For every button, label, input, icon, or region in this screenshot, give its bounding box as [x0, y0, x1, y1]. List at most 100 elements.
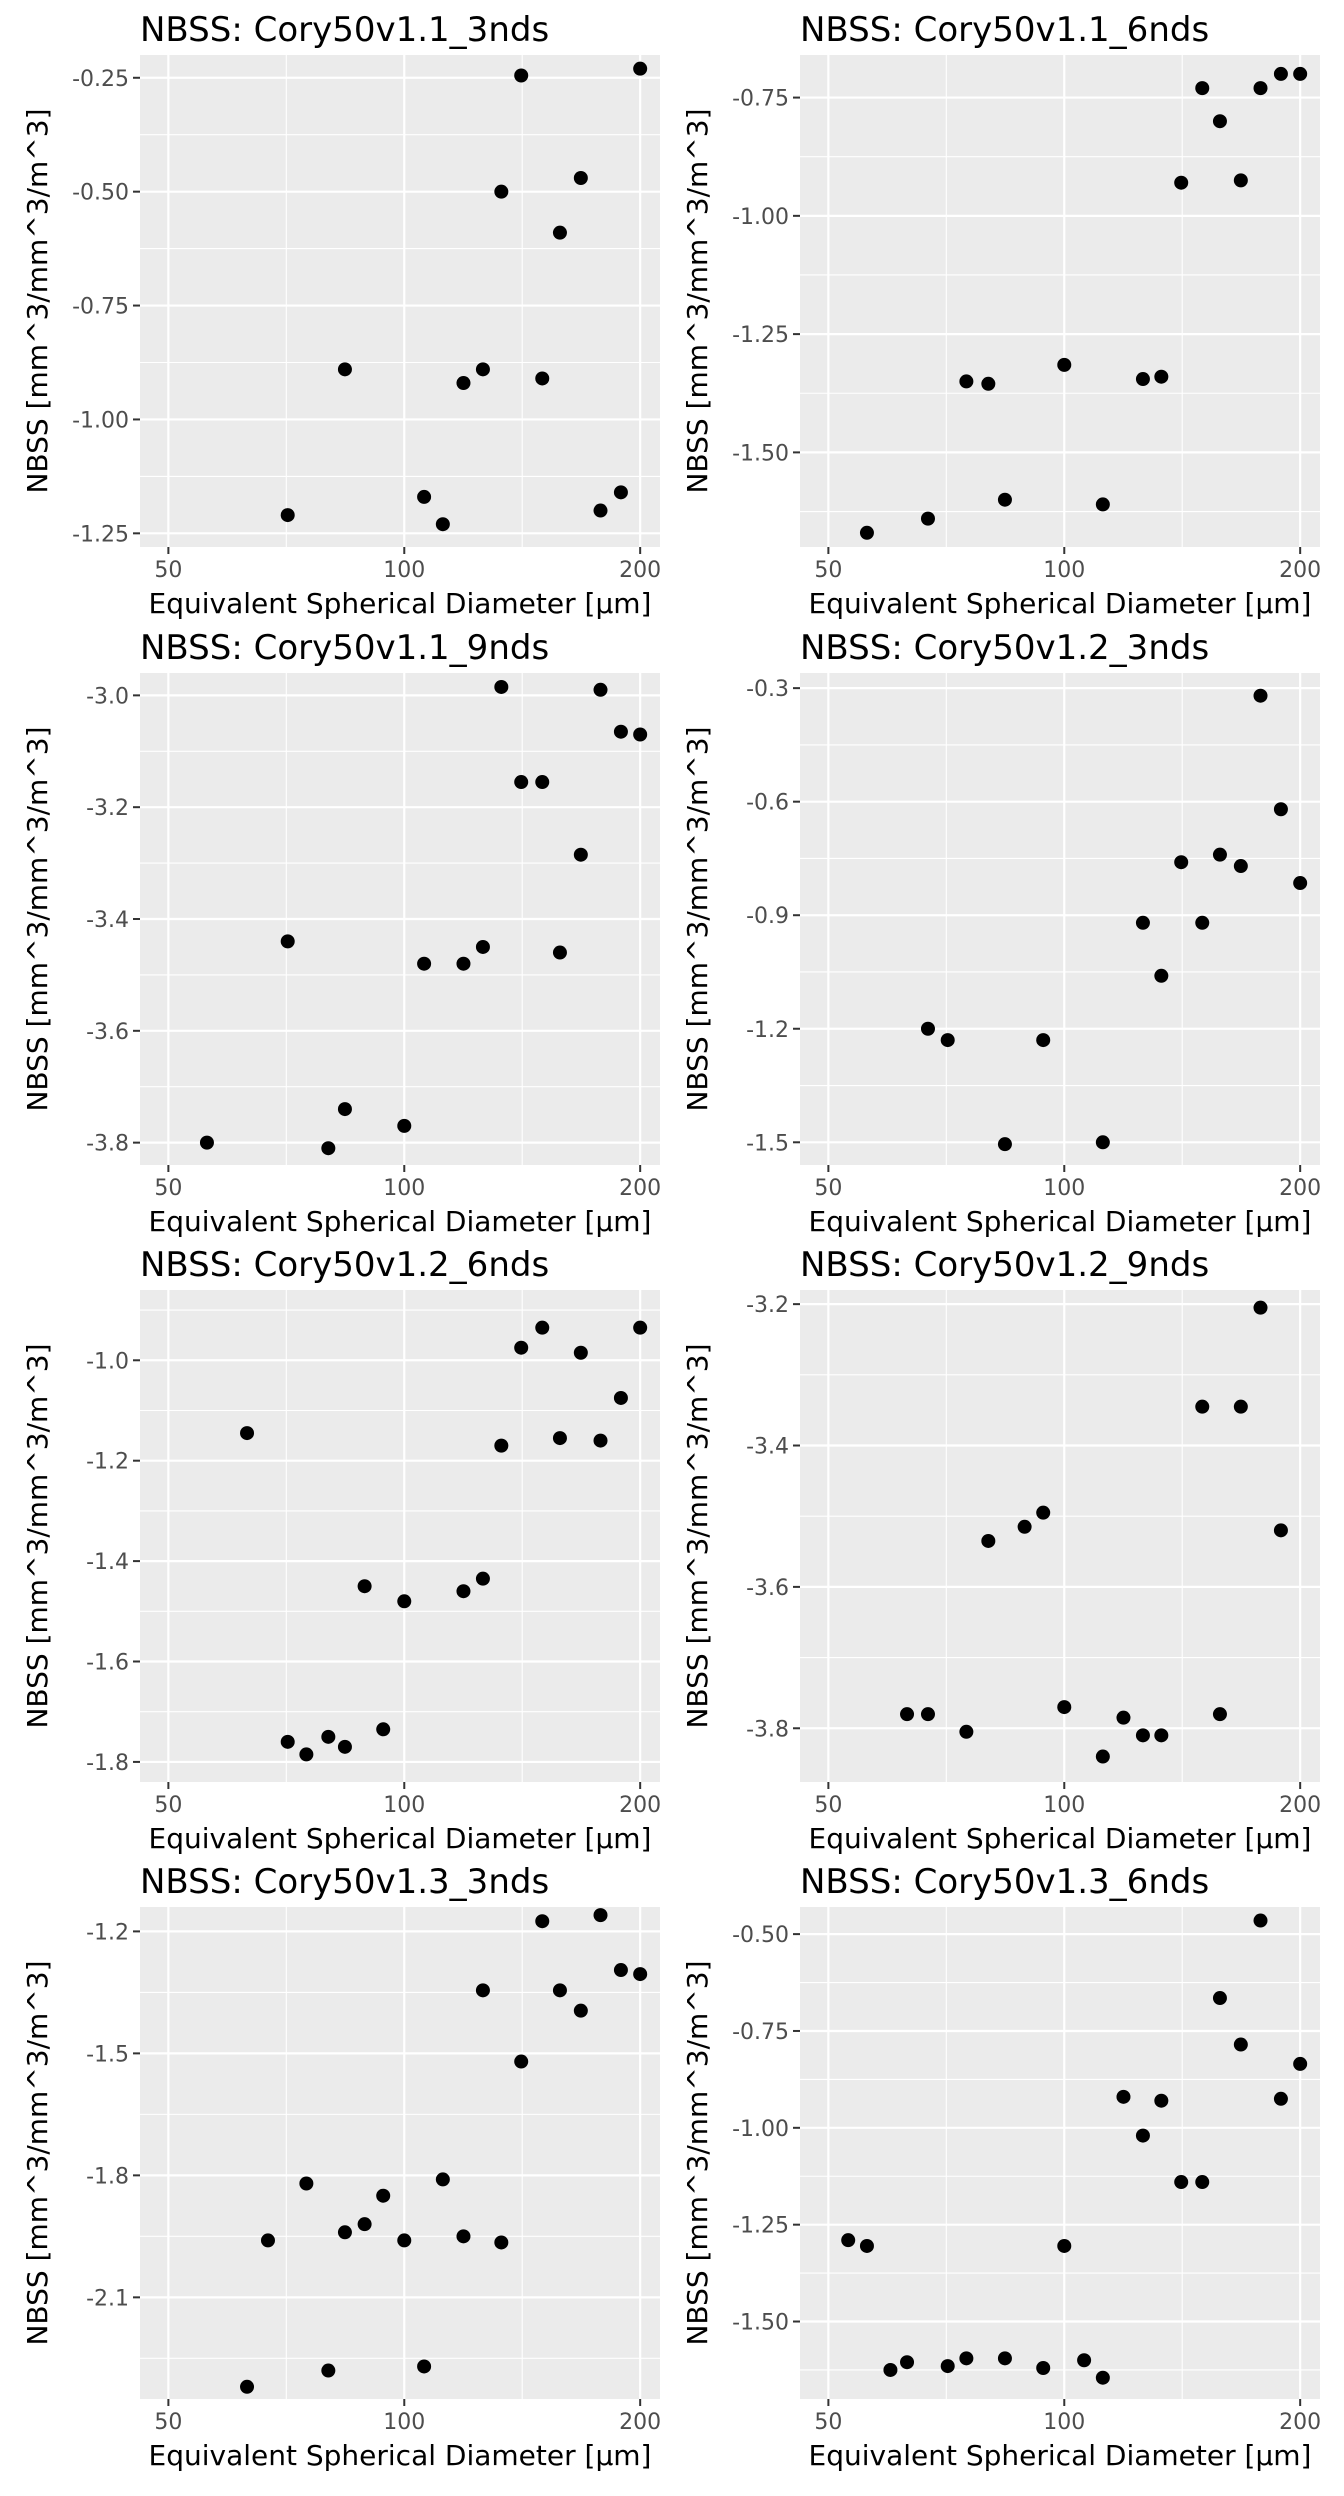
data-point	[593, 682, 608, 697]
y-tick-label: -1.00	[72, 408, 129, 433]
y-tick-label: -1.00	[732, 2117, 789, 2142]
data-point	[841, 2233, 856, 2248]
panel-title: NBSS: Cory50v1.1_6nds	[800, 10, 1209, 50]
plot-background	[800, 1290, 1320, 1782]
y-tick-label: -0.9	[746, 904, 789, 929]
data-point	[573, 1345, 588, 1360]
data-point	[535, 1320, 550, 1335]
panel-title: NBSS: Cory50v1.2_9nds	[800, 1245, 1209, 1285]
y-tick-label: -0.25	[72, 67, 129, 92]
data-point	[456, 376, 471, 390]
data-point	[997, 492, 1012, 507]
y-tick-label: -1.25	[732, 2214, 789, 2239]
data-point	[1195, 1399, 1210, 1414]
data-point	[1154, 2093, 1169, 2108]
data-point	[1095, 2370, 1110, 2385]
data-point	[1233, 2037, 1248, 2052]
data-point	[1273, 802, 1288, 817]
data-point	[1135, 2128, 1150, 2143]
data-point	[1273, 1523, 1288, 1538]
x-tick-label: 100	[383, 2410, 425, 2435]
data-point	[280, 508, 295, 523]
plot-background	[140, 1290, 660, 1782]
panel: 50 100 200 -1.25 -1.00 -0.75 -0.50 -0.25 NBSS: C…	[21, 10, 661, 620]
data-point	[514, 68, 529, 83]
x-tick-label: 100	[383, 1793, 425, 1818]
data-point	[1095, 1749, 1110, 1764]
y-tick-label: -1.0	[86, 1349, 129, 1374]
x-tick-label: 200	[619, 2410, 661, 2435]
data-point	[613, 1390, 628, 1405]
data-point	[920, 1707, 935, 1722]
data-point	[1116, 1710, 1131, 1725]
data-point	[1135, 372, 1150, 387]
data-point	[1195, 2175, 1210, 2190]
y-tick-label: -1.8	[86, 2164, 129, 2189]
x-axis-title: Equivalent Spherical Diameter [µm]	[149, 1822, 652, 1855]
data-point	[859, 2238, 874, 2253]
data-point	[552, 1983, 567, 1998]
data-point	[435, 2172, 450, 2187]
x-tick-label: 100	[1043, 1176, 1085, 1201]
data-point	[535, 371, 550, 386]
data-point	[613, 485, 628, 500]
panel-title: NBSS: Cory50v1.1_9nds	[140, 628, 549, 668]
y-axis-title: NBSS [mm^3/mm^3/m^3]	[681, 1343, 714, 1728]
data-point	[552, 225, 567, 240]
data-point	[920, 511, 935, 526]
data-point	[456, 2229, 471, 2244]
data-point	[357, 1579, 372, 1594]
data-point	[633, 1320, 648, 1335]
panel-title: NBSS: Cory50v1.3_6nds	[800, 1862, 1209, 1902]
data-point	[514, 1340, 529, 1355]
x-axis-title: Equivalent Spherical Diameter [µm]	[809, 587, 1312, 620]
data-point	[1293, 66, 1308, 81]
data-point	[593, 1908, 608, 1923]
data-point	[900, 1707, 915, 1722]
data-point	[1253, 688, 1268, 703]
data-point	[397, 2233, 412, 2248]
data-point	[280, 934, 295, 949]
data-point	[883, 2362, 898, 2377]
data-point	[1057, 357, 1072, 372]
data-point	[613, 1963, 628, 1978]
y-tick-label: -3.8	[746, 1717, 789, 1742]
x-tick-label: 50	[814, 2410, 842, 2435]
x-tick-label: 50	[814, 558, 842, 583]
x-tick-label: 200	[1279, 1176, 1321, 1201]
x-axis-title: Equivalent Spherical Diameter [µm]	[809, 1822, 1312, 1855]
x-tick-label: 200	[619, 558, 661, 583]
data-point	[633, 727, 648, 742]
y-tick-label: -2.1	[86, 2286, 129, 2311]
x-tick-label: 50	[154, 1176, 182, 1201]
data-point	[1273, 66, 1288, 81]
data-point	[337, 2225, 352, 2240]
panel: 50 100 200 -1.8 -1.6 -1.4 -1.2 -1.0 NBSS: Cory50…	[21, 1245, 661, 1855]
data-point	[633, 61, 648, 76]
data-point	[959, 2351, 974, 2366]
plot-background	[800, 55, 1320, 547]
data-point	[1116, 2089, 1131, 2104]
data-point	[337, 1102, 352, 1117]
y-tick-label: -0.75	[732, 87, 789, 112]
data-point	[997, 2351, 1012, 2366]
x-tick-label: 100	[1043, 2410, 1085, 2435]
data-point	[535, 775, 550, 790]
data-point	[494, 1438, 509, 1453]
data-point	[475, 362, 490, 377]
data-point	[1174, 2175, 1189, 2190]
data-point	[321, 2363, 336, 2378]
data-point	[397, 1118, 412, 1133]
data-point	[1154, 1728, 1169, 1743]
data-point	[1293, 2056, 1308, 2071]
data-point	[514, 775, 529, 790]
y-tick-label: -1.25	[72, 522, 129, 547]
y-tick-label: -1.50	[732, 2311, 789, 2336]
data-point	[573, 2003, 588, 2018]
y-tick-label: -3.4	[746, 1435, 789, 1460]
y-tick-label: -1.5	[746, 1131, 789, 1156]
y-tick-label: -0.75	[72, 295, 129, 320]
data-point	[494, 184, 509, 199]
data-point	[475, 1571, 490, 1586]
data-point	[435, 517, 450, 532]
